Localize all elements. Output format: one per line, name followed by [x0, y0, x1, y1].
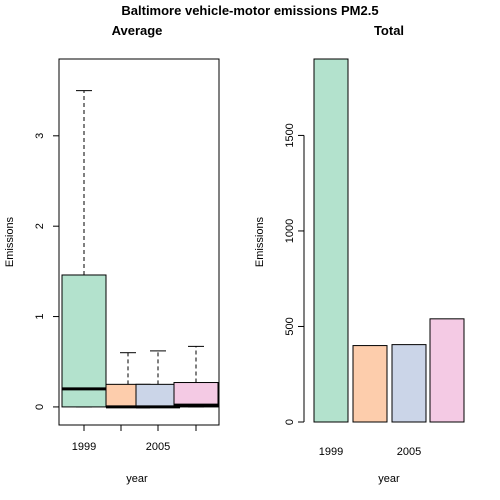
average-y-tick-label: 3	[34, 133, 46, 139]
total-bar-2002	[352, 345, 388, 423]
average-y-tick-label: 2	[34, 223, 46, 229]
average-y-tick-label: 1	[34, 313, 46, 319]
average-panel-title: Average	[112, 23, 163, 38]
average-panel: Average year Emissions 0 1 2 3 1999 2005	[4, 23, 220, 485]
average-x-tick-label: 2005	[146, 441, 170, 453]
figure-title: Baltimore vehicle-motor emissions PM2.5	[121, 3, 378, 18]
total-y-tick-label: 500	[284, 317, 296, 335]
total-x-axis-label: year	[378, 473, 400, 485]
total-panel: Total year Emissions 0 500 1000 1500 1999 200…	[254, 23, 465, 485]
average-x-axis-label: year	[126, 473, 148, 485]
average-box-2005	[135, 383, 181, 408]
average-box-2008	[173, 382, 219, 408]
total-x-tick-label: 2005	[397, 446, 421, 458]
average-box-1999	[61, 274, 107, 408]
average-y-tick-label: 0	[34, 404, 46, 410]
total-y-tick-label: 1000	[284, 219, 296, 243]
average-y-axis-label: Emissions	[4, 216, 16, 267]
total-bar-2008	[429, 318, 465, 423]
total-bar-2005	[391, 344, 427, 423]
total-y-axis-label: Emissions	[254, 216, 266, 267]
total-y-tick-label: 1500	[284, 123, 296, 147]
total-y-tick-label: 0	[284, 419, 296, 425]
average-x-tick-label: 1999	[72, 441, 96, 453]
total-panel-title: Total	[374, 23, 404, 38]
total-x-tick-label: 1999	[319, 446, 343, 458]
total-bar-1999	[313, 58, 349, 423]
